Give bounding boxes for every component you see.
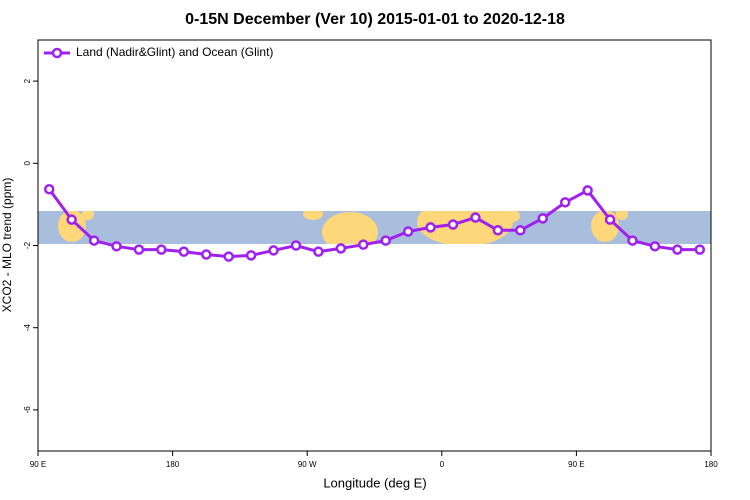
x-tick-label: 90 E xyxy=(568,460,584,469)
data-point xyxy=(380,235,391,246)
data-point xyxy=(290,240,302,251)
data-point xyxy=(649,241,661,252)
data-point xyxy=(627,235,638,246)
data-point xyxy=(223,251,234,262)
x-tick-label: 180 xyxy=(166,460,180,469)
x-tick-label: 90 W xyxy=(298,460,317,469)
data-point xyxy=(201,249,212,260)
data-point xyxy=(43,183,55,195)
legend-label: Land (Nadir&Glint) and Ocean (Glint) xyxy=(76,45,273,59)
data-point xyxy=(335,243,347,254)
data-point xyxy=(268,245,279,256)
x-tick-label: 180 xyxy=(704,460,718,469)
data-point xyxy=(470,212,481,223)
y-tick-label: 0 xyxy=(23,161,32,166)
x-axis-label: Longitude (deg E) xyxy=(323,475,426,490)
data-point xyxy=(66,214,77,225)
data-point xyxy=(156,244,167,255)
data-point xyxy=(178,246,190,257)
y-tick-label: -6 xyxy=(23,406,32,414)
data-point xyxy=(694,244,706,255)
data-point xyxy=(111,241,122,252)
data-point xyxy=(515,225,526,236)
data-point xyxy=(133,244,145,255)
data-point xyxy=(559,197,571,208)
data-point xyxy=(88,235,100,246)
y-tick-label: -2 xyxy=(23,241,32,249)
data-point xyxy=(537,213,548,224)
y-tick-label: -4 xyxy=(23,324,32,332)
legend-marker xyxy=(51,47,63,59)
data-point xyxy=(313,246,324,257)
data-point xyxy=(672,244,683,255)
y-tick-label: 2 xyxy=(23,78,32,83)
data-point xyxy=(582,185,593,196)
chart-title: 0-15N December (Ver 10) 2015-01-01 to 20… xyxy=(185,11,565,28)
y-axis-label: XCO2 - MLO trend (ppm) xyxy=(0,178,14,313)
data-point xyxy=(402,226,414,237)
x-tick-label: 90 E xyxy=(30,460,46,469)
data-point xyxy=(245,250,257,261)
data-point xyxy=(358,239,369,250)
data-point xyxy=(425,222,436,233)
x-tick-label: 0 xyxy=(440,460,445,469)
data-point xyxy=(604,214,616,225)
data-point xyxy=(492,225,504,236)
data-point xyxy=(447,219,459,230)
